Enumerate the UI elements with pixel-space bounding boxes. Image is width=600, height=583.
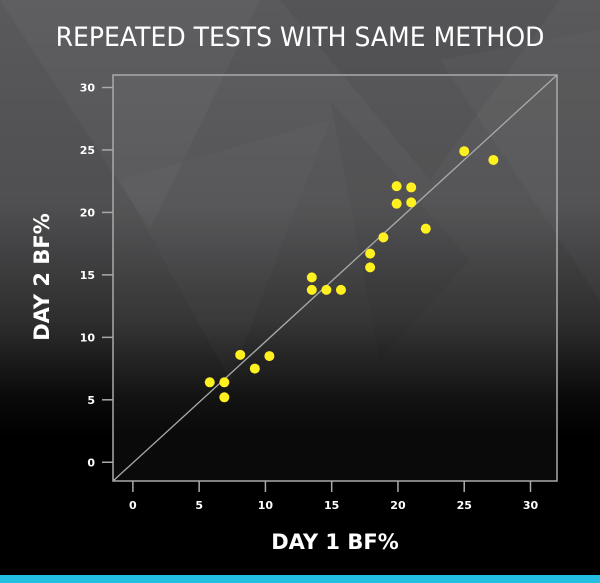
data-point xyxy=(378,232,389,243)
y-tick-label: 30 xyxy=(80,81,96,94)
x-tick-label: 10 xyxy=(258,499,274,512)
x-tick-label: 20 xyxy=(390,499,406,512)
data-point xyxy=(321,284,332,295)
data-point xyxy=(306,272,317,283)
y-tick-label: 10 xyxy=(80,331,96,344)
y-tick-label: 20 xyxy=(80,206,96,219)
y-axis-label: DAY 2 BF% xyxy=(30,213,54,341)
data-point xyxy=(365,262,376,273)
data-point xyxy=(365,248,376,259)
data-point xyxy=(219,377,230,388)
data-point xyxy=(406,182,417,193)
data-point xyxy=(306,284,317,295)
y-tick-label: 15 xyxy=(80,269,95,282)
x-tick-label: 25 xyxy=(457,499,472,512)
data-point xyxy=(264,351,275,362)
data-point xyxy=(235,349,246,360)
y-tick-label: 0 xyxy=(87,456,95,469)
x-tick-label: 5 xyxy=(195,499,203,512)
y-tick-label: 25 xyxy=(80,144,95,157)
x-axis-label: DAY 1 BF% xyxy=(271,530,399,554)
x-tick-label: 30 xyxy=(523,499,539,512)
data-point xyxy=(219,392,230,403)
data-point xyxy=(420,223,431,234)
data-point xyxy=(391,198,402,209)
data-point xyxy=(488,154,499,165)
data-point xyxy=(391,181,402,192)
chart-title: REPEATED TESTS WITH SAME METHOD xyxy=(55,22,545,53)
y-tick-label: 5 xyxy=(87,394,95,407)
data-point xyxy=(335,284,346,295)
accent-bar xyxy=(0,575,600,583)
x-tick-label: 15 xyxy=(324,499,339,512)
data-point xyxy=(406,197,417,208)
data-point xyxy=(249,363,260,374)
data-point xyxy=(204,377,215,388)
identity-line xyxy=(112,74,558,482)
x-tick-label: 0 xyxy=(129,499,137,512)
data-point xyxy=(459,146,470,157)
